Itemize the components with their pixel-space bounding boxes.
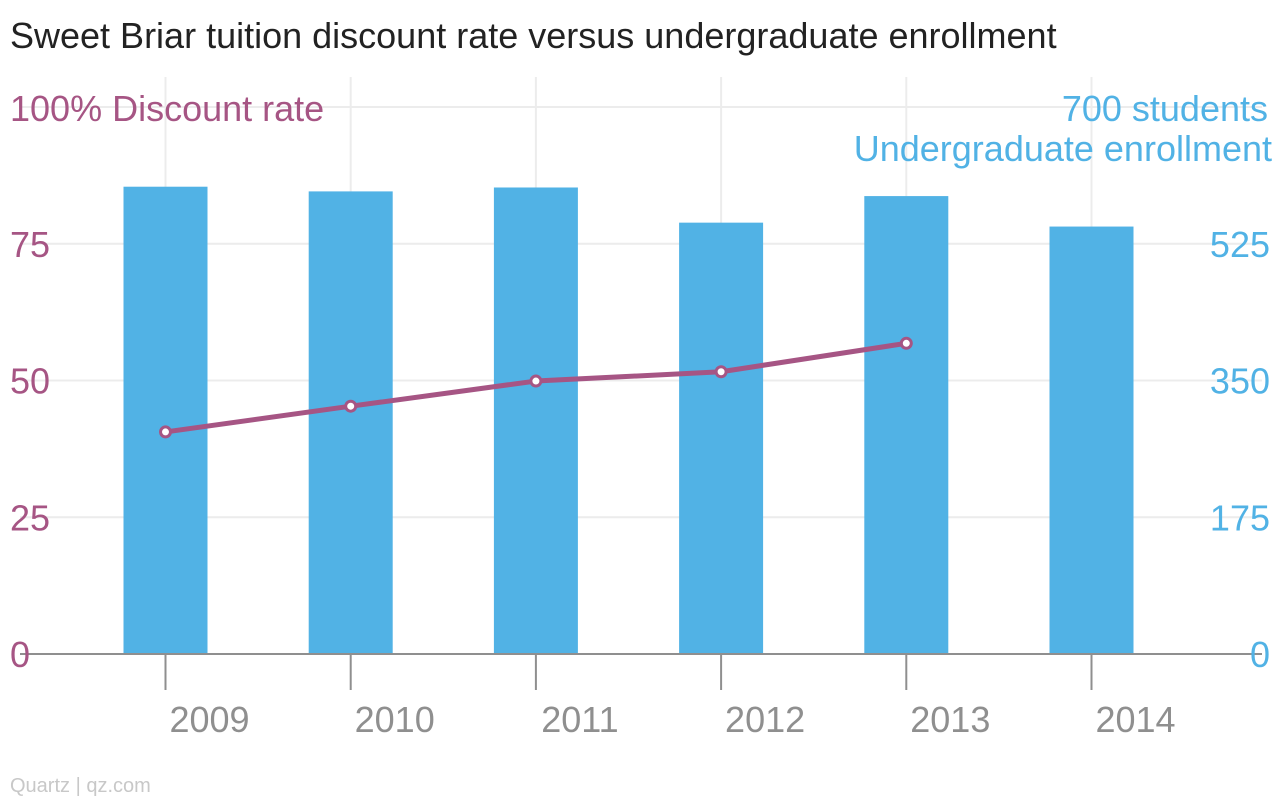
enrollment-bars xyxy=(123,186,1134,655)
left-tick-75: 75 xyxy=(10,224,50,265)
bar-2010 xyxy=(308,191,393,654)
bar-2011 xyxy=(493,187,578,655)
discount-rate-point-2011 xyxy=(529,374,543,388)
discount-rate-line xyxy=(159,336,913,439)
bar-2009 xyxy=(123,186,208,654)
left-tick-25: 25 xyxy=(10,497,50,538)
x-tick-label-2014: 2014 xyxy=(1095,699,1175,740)
bar-2012 xyxy=(679,222,764,654)
x-tick-label-2012: 2012 xyxy=(725,699,805,740)
discount-rate-point-2009 xyxy=(159,425,172,439)
left-axis-top-tick: 100% xyxy=(10,88,102,129)
x-tick-label-2013: 2013 xyxy=(910,699,990,740)
left-axis-label: Discount rate xyxy=(112,88,324,129)
bar-2013 xyxy=(864,196,949,654)
left-axis-ticks: 0 25 50 75 xyxy=(10,224,50,675)
discount-rate-point-2013 xyxy=(899,336,913,350)
right-tick-525: 525 xyxy=(1210,224,1270,265)
right-tick-0: 0 xyxy=(1250,634,1270,675)
discount-rate-point-2010 xyxy=(344,399,358,413)
source-credit: Quartz | qz.com xyxy=(10,775,151,797)
right-axis-ticks: 0 175 350 525 xyxy=(1210,224,1270,675)
x-tick-label-2011: 2011 xyxy=(541,699,618,740)
discount-rate-point-2012 xyxy=(714,365,728,379)
x-tick-label-2010: 2010 xyxy=(355,699,435,740)
left-tick-50: 50 xyxy=(10,361,50,402)
chart-title: Sweet Briar tuition discount rate versus… xyxy=(10,15,1057,56)
left-tick-0: 0 xyxy=(10,634,30,675)
bar-2014 xyxy=(1049,226,1134,654)
left-axis-title: 100% Discount rate xyxy=(10,88,324,129)
x-axis-ticks: 2009 2010 2011 2012 2013 2014 xyxy=(164,654,1176,740)
right-tick-350: 350 xyxy=(1210,361,1270,402)
right-tick-175: 175 xyxy=(1210,497,1270,538)
right-axis-top-tick: 700 students xyxy=(1062,88,1268,129)
x-tick-label-2009: 2009 xyxy=(169,699,249,740)
right-axis-label: Undergraduate enrollment xyxy=(854,128,1272,169)
